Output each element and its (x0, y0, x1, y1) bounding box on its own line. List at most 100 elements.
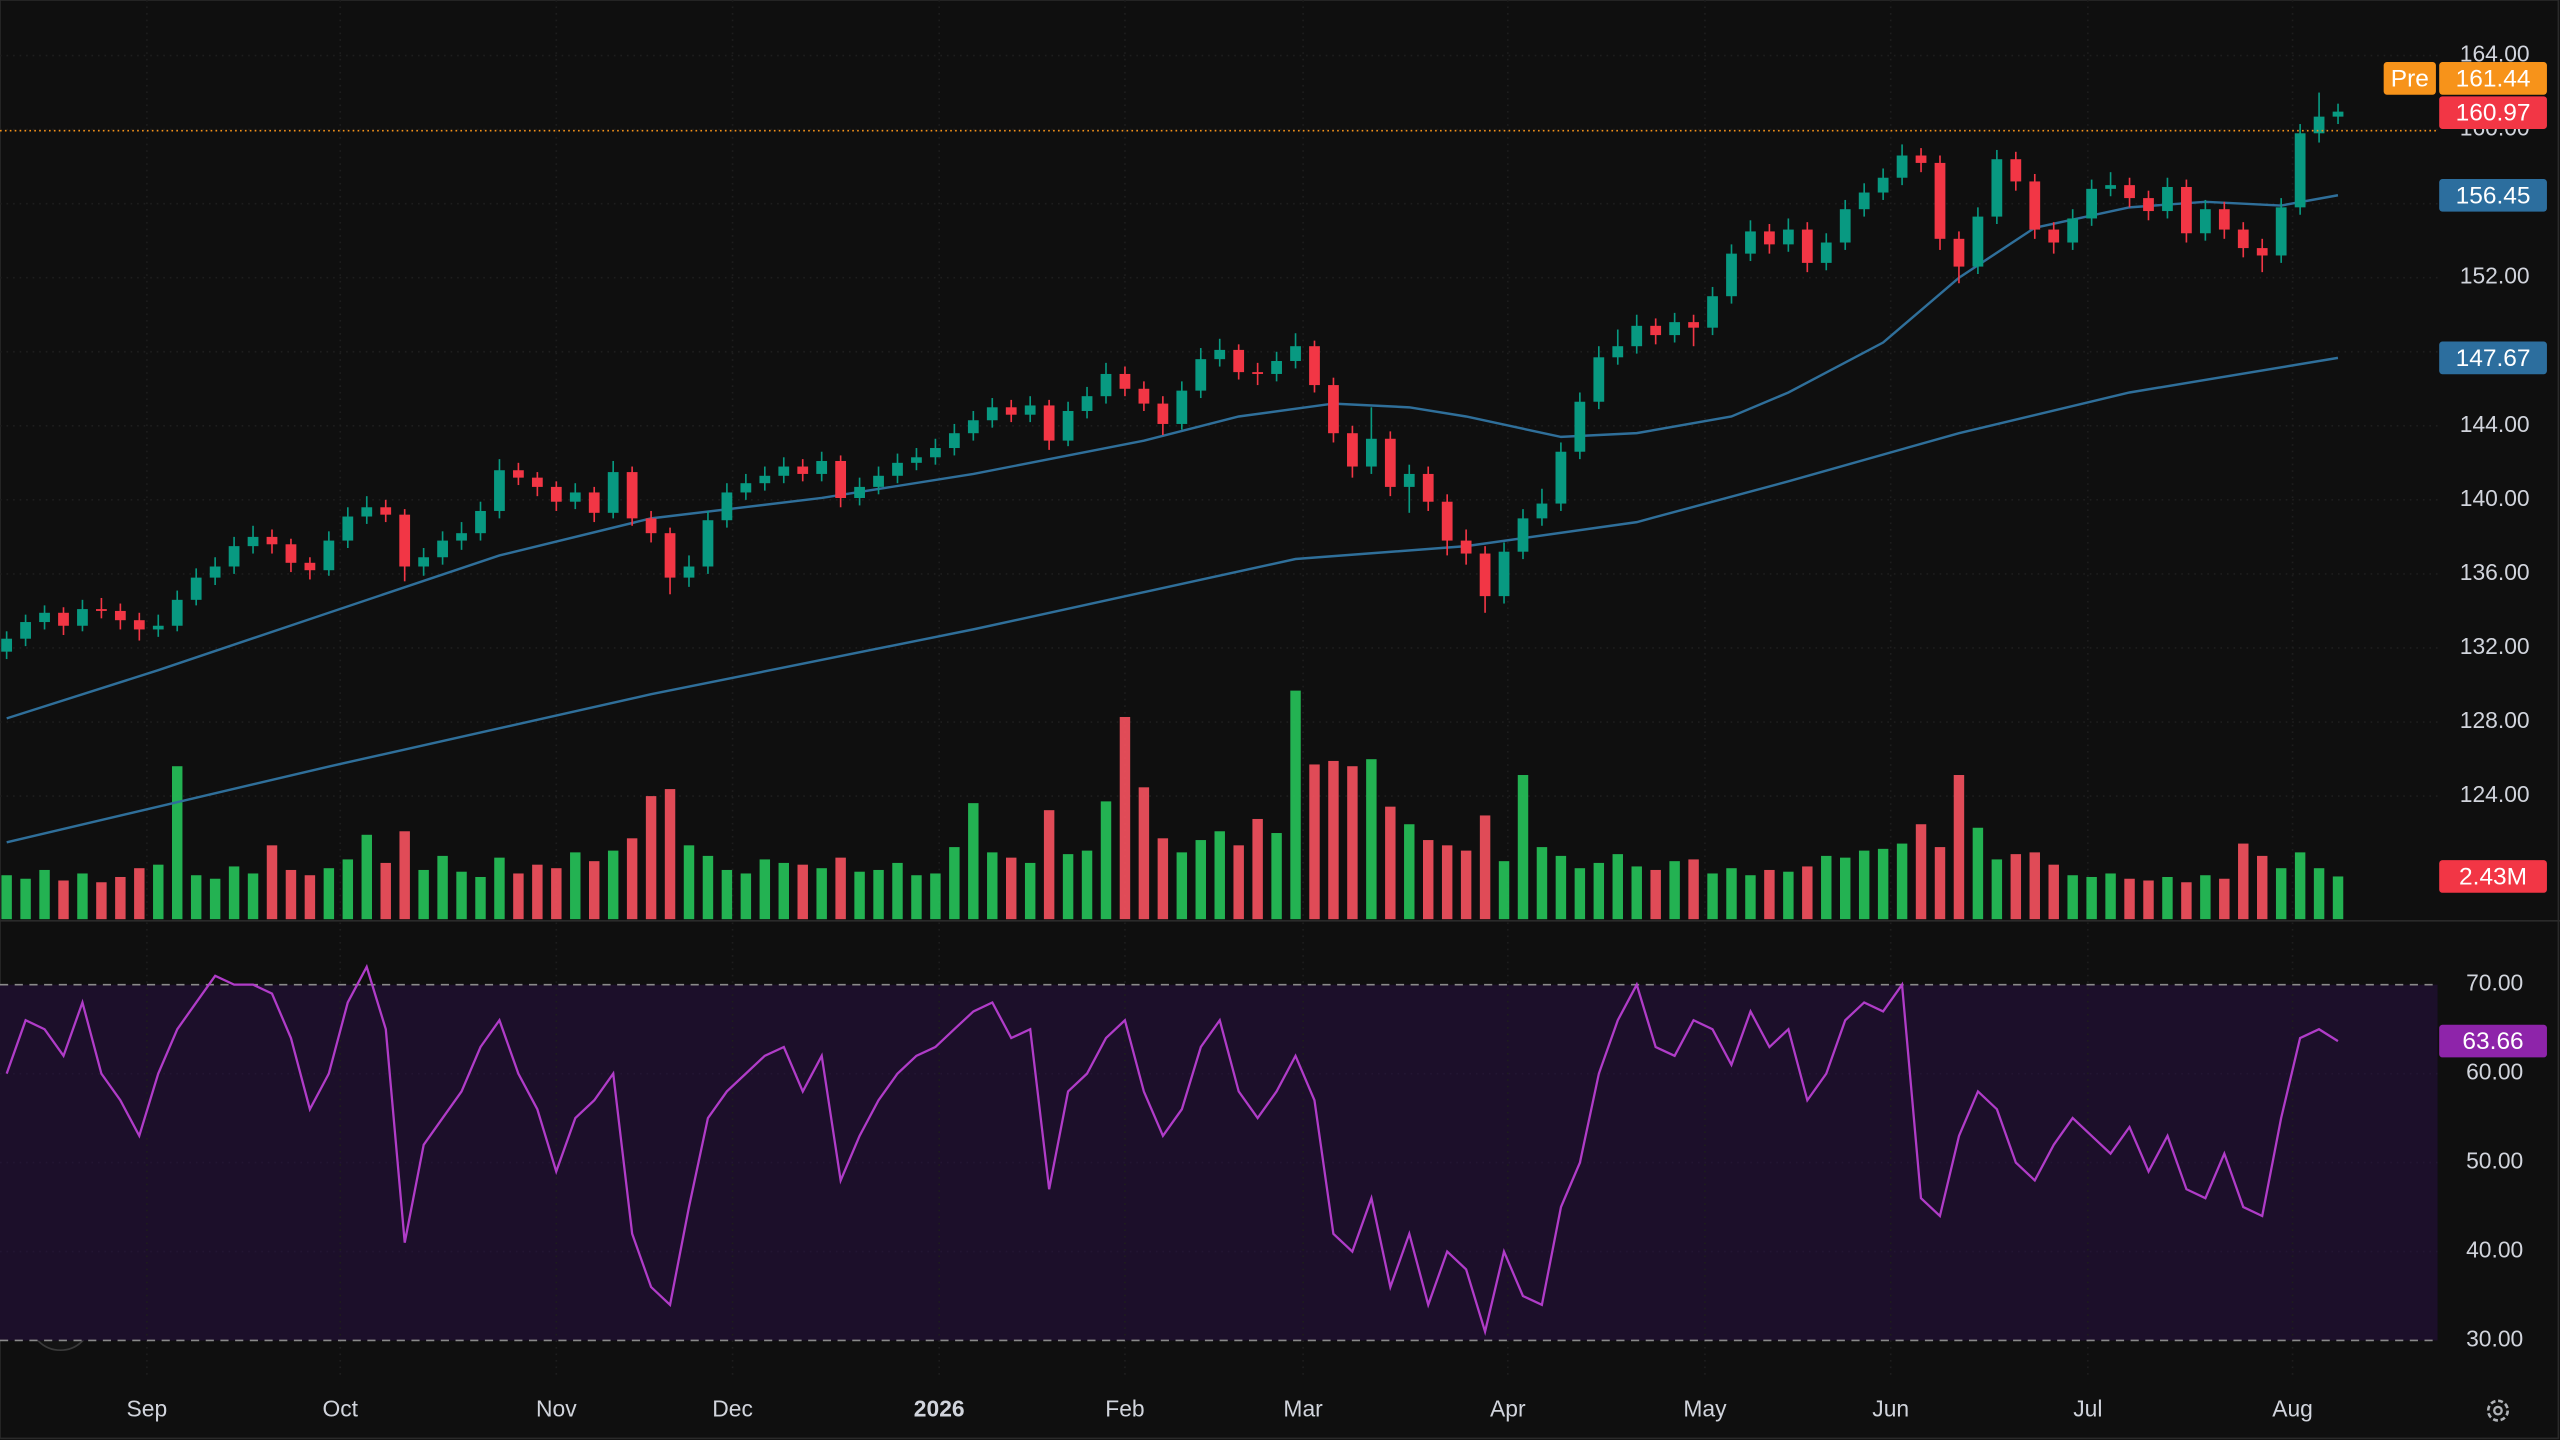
candle-body (531, 477, 543, 487)
volume-bar (1100, 801, 1112, 920)
candle-body (494, 470, 505, 511)
candle-body (1858, 192, 1870, 210)
candle-body (2124, 185, 2135, 199)
ma-price: 147.67 (2456, 345, 2531, 372)
volume-bar (1517, 775, 1529, 920)
volume-bar (1176, 852, 1188, 920)
volume-bar (2181, 882, 2192, 920)
volume-bar (759, 859, 771, 920)
settings-gear[interactable] (2486, 1399, 2510, 1422)
volume-bar (949, 847, 960, 920)
volume-bar (1821, 855, 1832, 920)
candle-body (607, 472, 619, 513)
volume-bar (266, 845, 278, 920)
volume-bar (1, 875, 12, 920)
volume-bar (134, 868, 145, 920)
volume-bar (873, 869, 884, 920)
volume-bar (342, 859, 354, 920)
volume-bar (532, 864, 543, 920)
candle-body (1100, 373, 1112, 397)
settings[interactable] (2486, 1399, 2510, 1422)
settings-hub[interactable] (2493, 1405, 2503, 1416)
candle-body (1896, 155, 1908, 178)
candle-body (1252, 372, 1264, 374)
candle-body (1271, 361, 1282, 374)
candle-body (152, 625, 164, 630)
candle-body (1839, 209, 1851, 243)
premarket-label: Pre (2391, 65, 2429, 92)
volume-bar (2105, 873, 2116, 920)
ma-price-box (2439, 341, 2547, 375)
candle-body (437, 540, 448, 558)
candle-body (1650, 325, 1662, 336)
volume-bar (816, 868, 827, 920)
candle-body (816, 460, 828, 474)
candle-body (2010, 159, 2022, 182)
rsi-line (5, 963, 2339, 1336)
candle-body (1612, 346, 1624, 358)
volume-bar (645, 796, 657, 920)
rsi-band (0, 984, 2438, 1341)
candle-body (1233, 349, 1245, 373)
candle-body (475, 510, 486, 534)
candle-body (1915, 155, 1927, 163)
candle-body (2086, 188, 2098, 219)
candle-body (513, 470, 524, 478)
volume-bar (190, 875, 202, 920)
candle-body (418, 557, 430, 567)
volume-bar (987, 852, 998, 920)
candle-body (39, 612, 50, 623)
volume-bar (1745, 875, 1756, 920)
rsi-value: 63.66 (2462, 1028, 2523, 1055)
volume-bar (1366, 759, 1377, 920)
candle-body (1669, 322, 1681, 336)
x-tick-label: Apr (1490, 1396, 1526, 1422)
volume-bar (892, 862, 903, 920)
candle-body (892, 462, 903, 476)
candle-body (778, 466, 790, 476)
volume-bar (2124, 878, 2135, 920)
volume-bar (1404, 824, 1415, 920)
volume-bar (1062, 854, 1074, 920)
volume-bar (1858, 850, 1870, 920)
candle-body (1631, 325, 1643, 347)
volume-bar (1441, 845, 1453, 920)
candle-body (399, 514, 411, 567)
candle-body (911, 457, 922, 463)
volume-bar (1138, 787, 1150, 920)
candle-body (1043, 405, 1055, 441)
volume-bar (1631, 866, 1642, 920)
volume-bar (1650, 869, 1661, 920)
candle-body (456, 533, 467, 541)
volume-bar (2029, 852, 2040, 920)
candle-body (2237, 229, 2249, 249)
candle-body (740, 483, 752, 493)
candle-body (702, 520, 714, 567)
volume-bar (1877, 848, 1889, 920)
rsi-value-box (2439, 1024, 2547, 1058)
volume-bar (2256, 855, 2268, 920)
candle-body (1555, 451, 1567, 504)
volume-bar (1460, 850, 1472, 920)
volume-bar (1043, 810, 1055, 920)
candle-body (2218, 209, 2230, 230)
candle-body (209, 566, 221, 578)
y-tick-label: 144.00 (2460, 411, 2530, 437)
last-price-box (2439, 96, 2547, 129)
rsi-tick-label: 70.00 (2466, 970, 2523, 996)
candle-body (1328, 385, 1339, 434)
y-tick-label: 132.00 (2460, 633, 2530, 659)
y-tick-label: 136.00 (2460, 559, 2530, 585)
volume-bar (228, 866, 240, 920)
volume-bar (1783, 871, 1794, 920)
volume-bar (77, 873, 88, 920)
candle-body (550, 486, 562, 502)
candle-body (171, 599, 183, 626)
volume-bar (2275, 868, 2287, 920)
x-tick-label: 2026 (914, 1396, 965, 1422)
candle-body (2162, 186, 2173, 212)
candle-body (2143, 198, 2154, 212)
volume-bar (399, 831, 410, 920)
candle-body (967, 420, 979, 434)
